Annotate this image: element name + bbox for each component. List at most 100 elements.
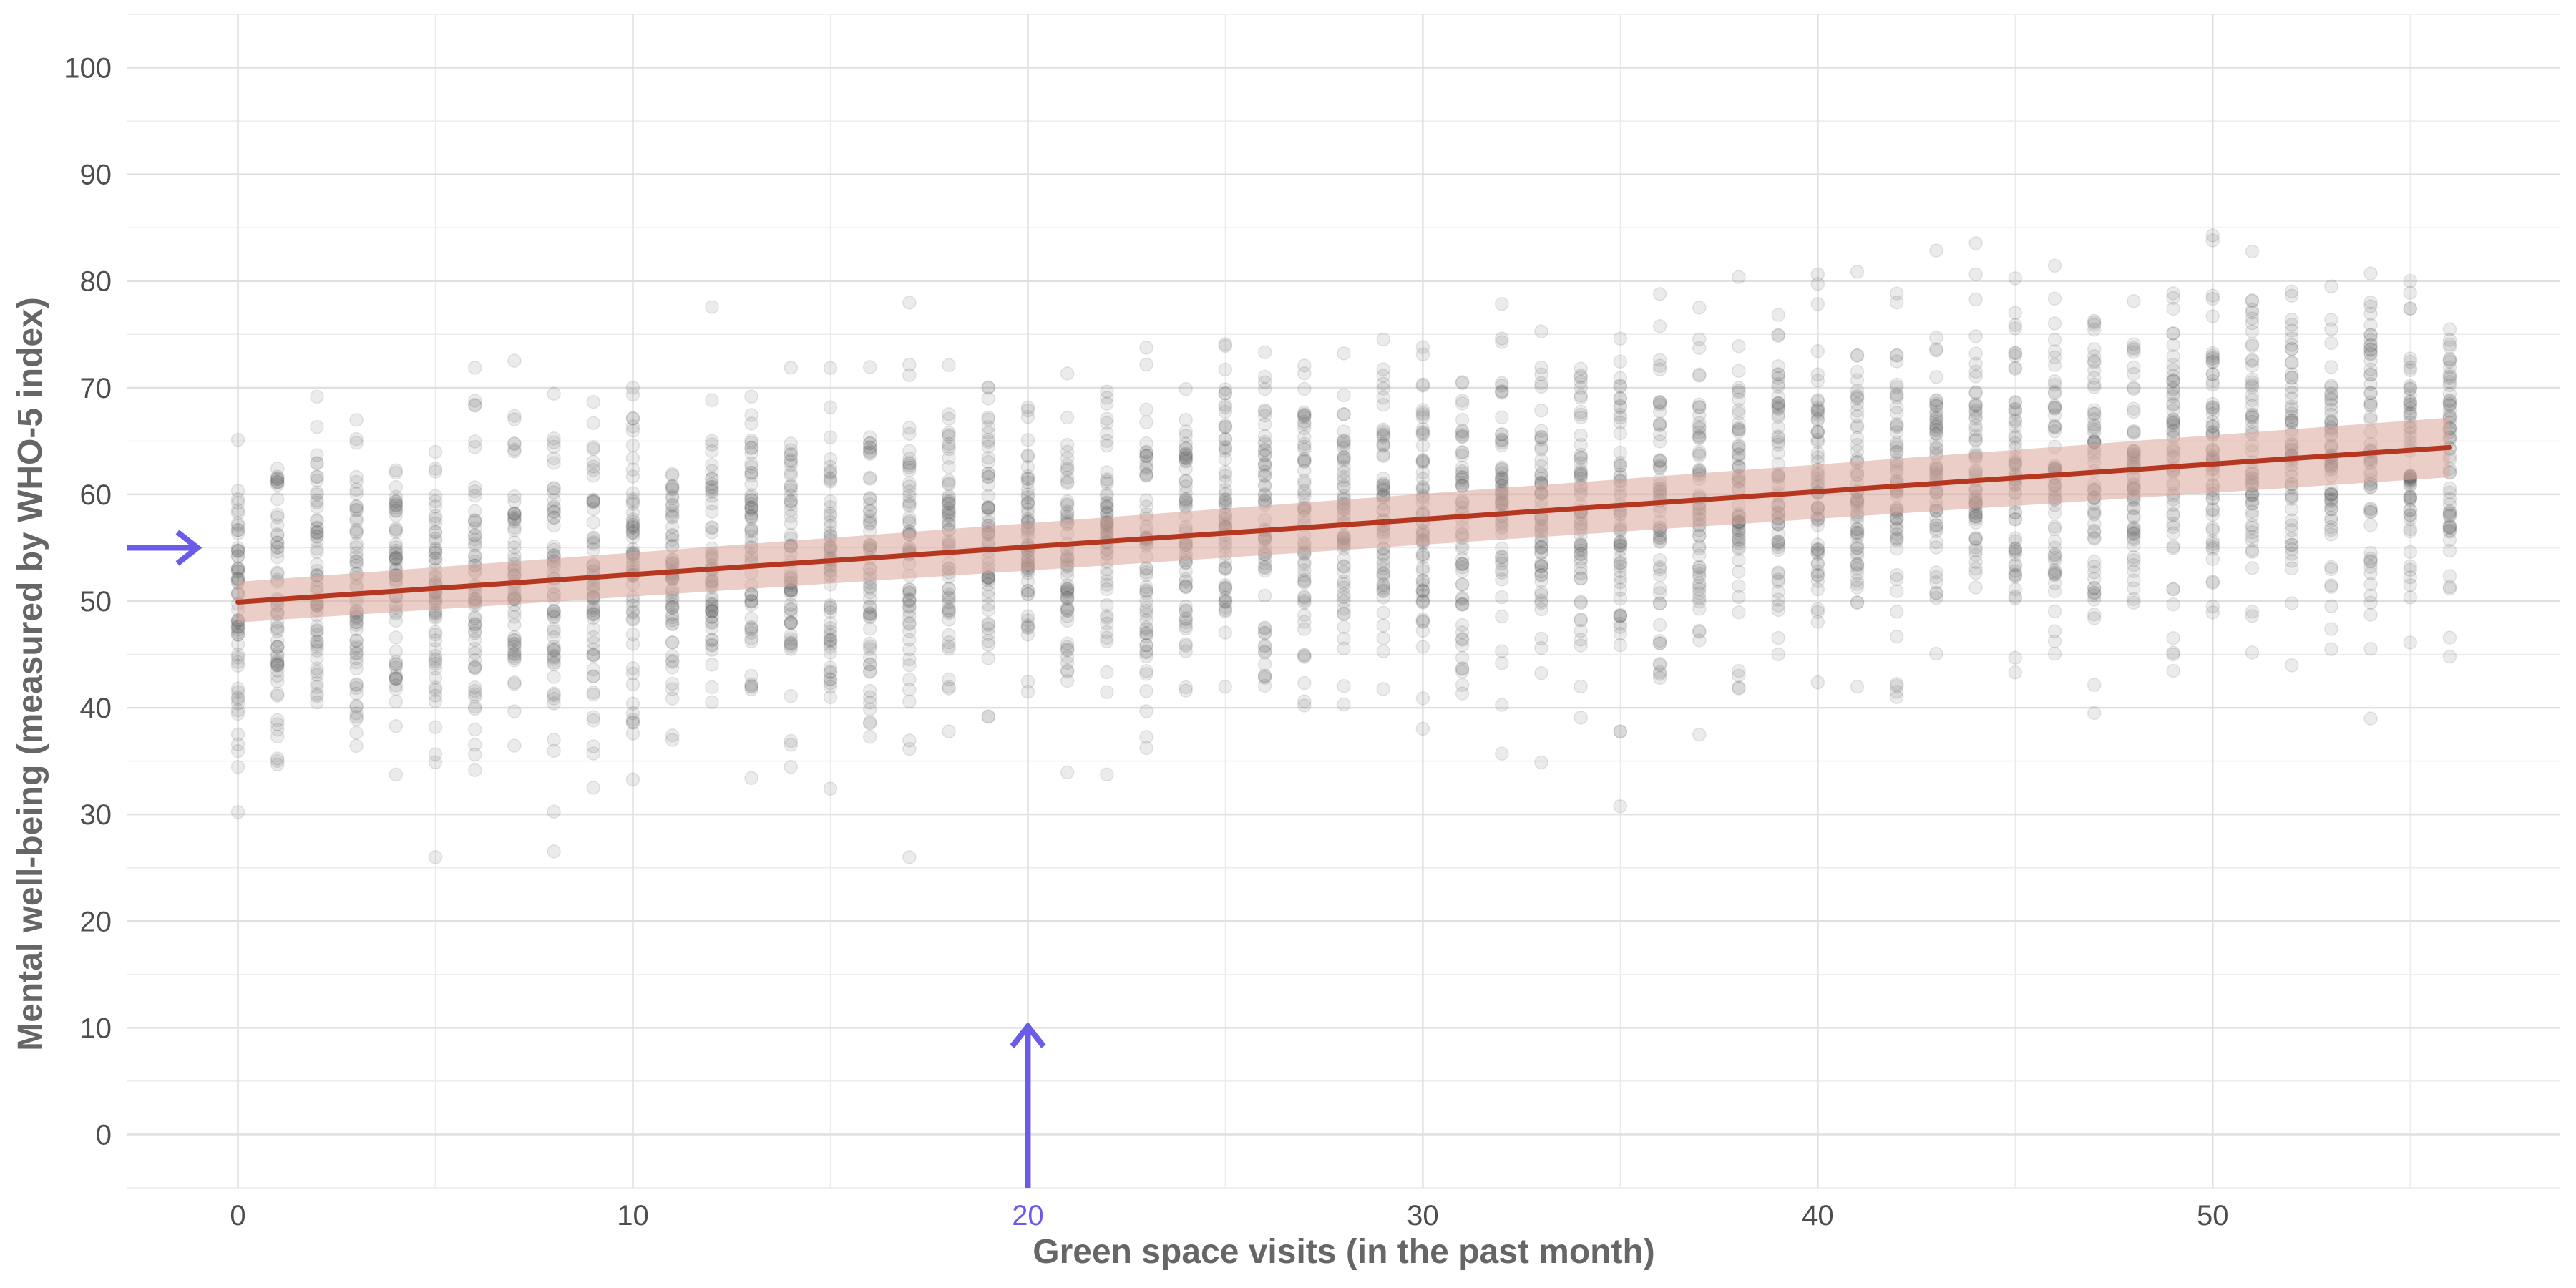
data-point	[2363, 399, 2378, 413]
data-point	[744, 595, 758, 609]
data-point	[784, 436, 799, 451]
data-point	[1929, 342, 1943, 356]
data-point	[1771, 420, 1785, 434]
data-point	[665, 479, 680, 494]
data-point	[784, 447, 799, 462]
data-point	[744, 509, 758, 524]
data-point	[586, 601, 601, 615]
data-point	[507, 640, 522, 654]
data-point	[2008, 361, 2023, 375]
data-point	[1455, 412, 1470, 427]
data-point	[349, 550, 364, 565]
data-point	[230, 564, 245, 579]
data-point	[2127, 509, 2141, 523]
data-point	[2087, 377, 2102, 391]
data-point	[1574, 537, 1588, 551]
data-point	[665, 635, 680, 650]
data-point	[784, 602, 799, 617]
data-point	[862, 607, 877, 621]
data-point	[547, 639, 561, 654]
data-point	[1495, 331, 1509, 346]
data-point	[1534, 404, 1548, 418]
data-point	[823, 452, 838, 467]
data-point	[547, 655, 561, 670]
data-point	[270, 688, 285, 703]
data-point	[784, 443, 799, 457]
data-point	[310, 495, 324, 509]
data-point	[942, 605, 956, 620]
data-point	[665, 467, 680, 482]
data-point	[1257, 563, 1272, 578]
data-point	[2403, 491, 2418, 506]
x-tick-label: 50	[2197, 1200, 2229, 1231]
data-point	[270, 474, 285, 489]
data-point	[902, 741, 917, 756]
data-point	[467, 399, 482, 413]
data-point	[428, 661, 443, 676]
y-tick-label: 40	[80, 693, 112, 724]
data-point	[349, 677, 364, 691]
x-tick-label: 0	[230, 1200, 245, 1231]
data-point	[1257, 657, 1272, 671]
data-point	[1810, 425, 1825, 439]
data-point	[547, 844, 561, 859]
data-point	[665, 497, 680, 512]
data-point	[665, 635, 680, 650]
data-point	[389, 671, 404, 686]
data-point	[784, 688, 799, 703]
data-point	[310, 419, 324, 434]
data-point	[349, 540, 364, 555]
data-point	[665, 509, 680, 524]
data-point	[310, 456, 324, 470]
data-point	[2047, 604, 2062, 619]
data-point	[270, 475, 285, 489]
data-point	[507, 535, 522, 550]
data-point	[823, 471, 838, 485]
data-point	[2442, 360, 2457, 375]
data-point	[467, 539, 482, 553]
data-point	[625, 627, 640, 642]
data-point	[1297, 648, 1312, 663]
data-point	[349, 633, 364, 648]
data-point	[862, 599, 877, 614]
data-point	[230, 628, 245, 642]
data-point	[2205, 233, 2220, 248]
data-point	[467, 738, 482, 752]
data-point	[2205, 534, 2220, 548]
x-tick-label: 10	[617, 1200, 649, 1231]
data-point	[1810, 675, 1825, 690]
data-point	[705, 601, 719, 616]
data-point	[586, 630, 601, 645]
data-point	[902, 598, 917, 613]
data-point	[230, 623, 245, 637]
data-point	[467, 548, 482, 562]
data-point	[547, 686, 561, 701]
data-point	[547, 604, 561, 619]
data-point	[744, 488, 758, 502]
data-point	[1415, 614, 1430, 629]
data-point	[467, 661, 482, 675]
data-point	[1376, 682, 1390, 696]
data-point	[547, 504, 561, 519]
data-point	[2008, 271, 2023, 286]
data-point	[744, 620, 758, 635]
data-point	[507, 677, 522, 691]
data-point	[1179, 436, 1193, 451]
data-point	[270, 729, 285, 744]
data-point	[625, 772, 640, 786]
data-point	[625, 497, 640, 512]
data-point	[1495, 410, 1509, 424]
data-point	[1534, 430, 1548, 444]
data-point	[1771, 379, 1785, 394]
data-point	[467, 521, 482, 535]
data-point	[1179, 412, 1193, 427]
data-point	[2403, 301, 2418, 316]
data-point	[902, 456, 917, 471]
data-point	[2363, 502, 2378, 517]
data-point	[1929, 435, 1943, 449]
data-point	[467, 626, 482, 640]
data-point	[1337, 679, 1351, 693]
data-point	[467, 747, 482, 762]
data-point	[1060, 578, 1075, 592]
data-point	[2166, 597, 2180, 612]
